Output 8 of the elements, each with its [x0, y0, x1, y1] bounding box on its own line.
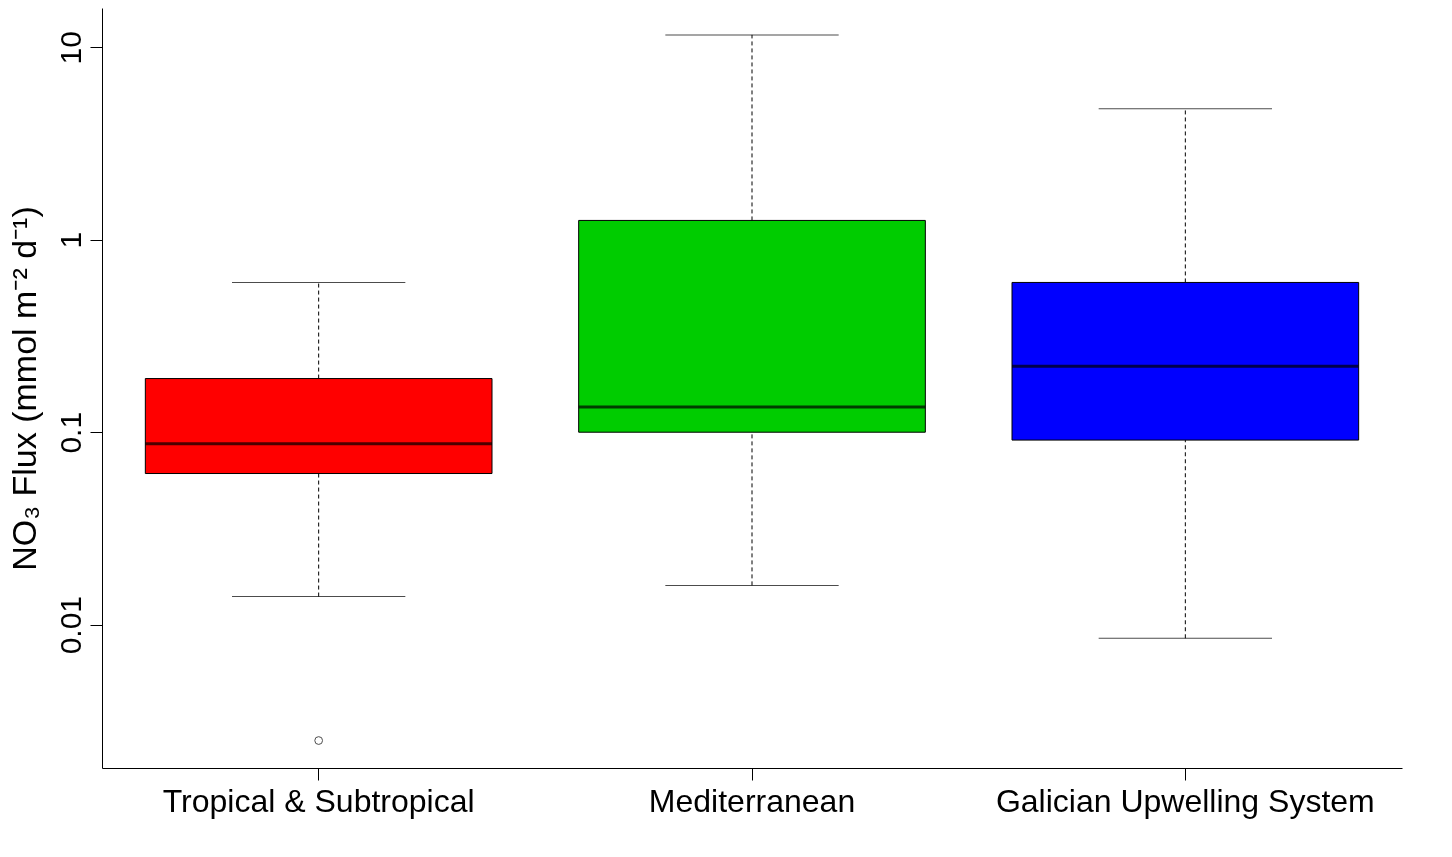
- y-tick-label: 0.01: [53, 595, 87, 655]
- y-tick-label: 10: [53, 31, 87, 65]
- x-tick-label: Mediterranean: [648, 782, 856, 819]
- x-tick-label: Galician Upwelling System: [995, 782, 1375, 819]
- y-tick-label: 1: [53, 231, 87, 249]
- x-tick-label: Tropical & Subtropical: [162, 782, 475, 819]
- y-axis-title: NO₃ Flux (mmol m⁻² d⁻¹): [4, 206, 43, 571]
- y-tick-label: 0.1: [53, 411, 87, 454]
